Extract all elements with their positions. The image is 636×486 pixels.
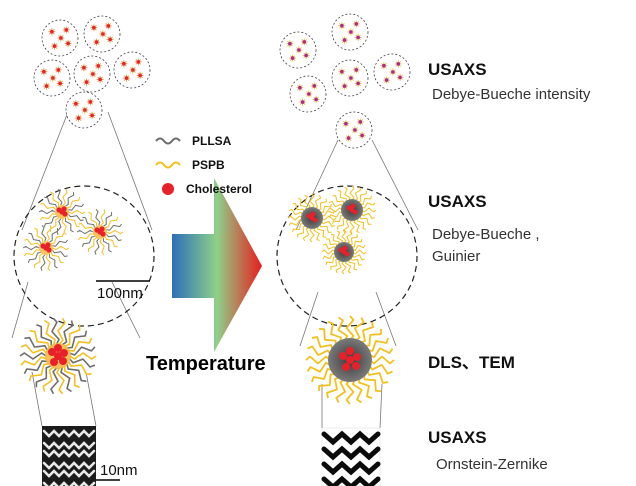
method-4-title: USAXS xyxy=(428,428,487,447)
left-micelles xyxy=(22,188,124,272)
temperature-label: Temperature xyxy=(146,353,266,375)
right-texture-patch xyxy=(321,427,381,486)
method-1-title: USAXS xyxy=(428,60,487,79)
right-single-micelle xyxy=(305,315,395,405)
scale-label-lower: 10nm xyxy=(100,462,138,479)
temperature-arrow xyxy=(172,178,262,352)
zoom-connector-lines xyxy=(11,111,419,429)
legend-glyphs xyxy=(155,137,181,195)
left-texture-patch xyxy=(42,426,96,486)
method-4-detail: Ornstein-Zernike xyxy=(436,456,548,473)
method-3-title: DLS、TEM xyxy=(428,353,515,372)
right-aggregate-clusters xyxy=(279,13,411,149)
method-2-detail-line2: Guinier xyxy=(432,248,481,265)
method-2-detail-line1: Debye-Bueche , xyxy=(432,226,540,243)
left-single-micelle xyxy=(19,317,97,395)
scale-label-upper: 100nm xyxy=(97,285,143,302)
method-1-detail: Debye-Bueche intensity xyxy=(432,86,591,103)
legend-pllsa-wave xyxy=(155,137,181,145)
left-aggregate-clusters xyxy=(33,15,151,129)
legend-label-cholesterol: Cholesterol xyxy=(186,182,253,196)
legend-cholesterol-dot xyxy=(162,183,174,195)
method-2-title: USAXS xyxy=(428,192,487,211)
legend-label-pllsa: PLLSA xyxy=(192,134,232,148)
legend-label-pspb: PSPB xyxy=(192,158,225,172)
left-zoom-circle xyxy=(13,185,155,327)
legend-pspb-wave xyxy=(155,161,181,169)
right-zoom-circle xyxy=(276,185,418,327)
right-micelles xyxy=(287,185,377,275)
